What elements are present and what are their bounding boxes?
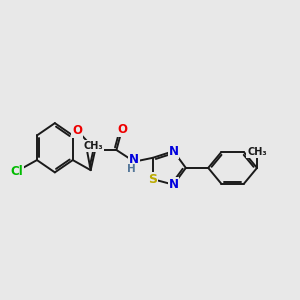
- Text: O: O: [72, 124, 82, 137]
- Text: N: N: [169, 145, 178, 158]
- Text: CH₃: CH₃: [83, 141, 103, 151]
- Text: H: H: [127, 164, 135, 174]
- Text: CH₃: CH₃: [247, 147, 267, 157]
- Text: S: S: [148, 173, 157, 186]
- Text: O: O: [117, 123, 127, 136]
- Text: N: N: [169, 178, 178, 191]
- Text: N: N: [129, 153, 139, 166]
- Text: Cl: Cl: [11, 165, 23, 178]
